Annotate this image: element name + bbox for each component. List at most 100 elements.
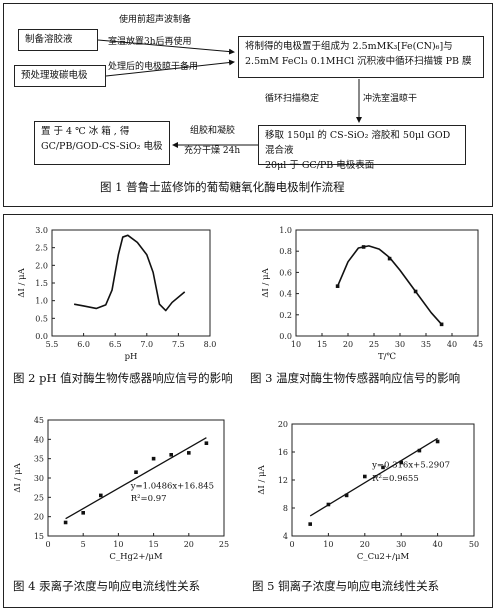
x-tick-label: 20 [184, 540, 194, 549]
data-point [187, 451, 191, 455]
store-line2: GC/PB/GOD-CS-SiO₂ 电极 [41, 141, 163, 152]
data-point [151, 456, 156, 461]
x-tick-label: 30 [395, 340, 405, 349]
y-tick-label: 0.0 [35, 332, 48, 341]
y-tick-label: 25 [34, 493, 44, 502]
store-line1: 置 于 4 ℃ 冰 箱 , 得 [41, 126, 130, 137]
fig2-caption: 图 2 pH 值对酶生物传感器响应信号的影响 [13, 371, 233, 385]
y-tick-label: 0.2 [279, 311, 292, 320]
y-tick-label: 1.0 [35, 297, 48, 306]
pb-deposition-line1: 将制得的电极置于组成为 2.5mMK₃[Fe(CN)₆]与 [245, 41, 453, 52]
prepare-sol-box: 制备溶胶液 [18, 29, 98, 51]
y-tick-label: 8 [283, 504, 288, 513]
x-tick-label: 5.5 [46, 340, 59, 349]
dry-label-line2: 充分干燥 24h [184, 146, 241, 156]
x-tick-label: 15 [317, 340, 327, 349]
x-tick-label: 10 [291, 340, 301, 349]
x-tick-label: 7.5 [172, 340, 185, 349]
y-tick-label: 0.8 [279, 247, 292, 256]
fig5-caption: 图 5 铜离子浓度与响应电流线性关系 [252, 579, 440, 593]
x-tick-label: 15 [149, 540, 159, 549]
data-point [134, 470, 138, 474]
charts-frame [3, 214, 493, 608]
y-tick-label: 2.5 [35, 244, 48, 253]
x-tick-label: 6.5 [109, 340, 122, 349]
x-tick-label: 6.0 [77, 340, 90, 349]
data-point [417, 448, 422, 453]
fit-line [65, 437, 207, 520]
data-point [344, 493, 349, 498]
x-tick-label: 30 [396, 540, 406, 549]
flowchart-frame: 制备溶胶液 预处理玻碳电极 使用前超声波制备 室温放置3h后再使用 处理后的电极… [3, 3, 493, 207]
x-tick-label: 5 [81, 540, 86, 549]
fit-equation: y=0.316x+5.2907 [371, 461, 450, 471]
dry-label-line1: 组胶和凝胶 [190, 126, 236, 136]
plot-area [295, 229, 479, 337]
x-tick-label: 20 [343, 340, 353, 349]
data-point [99, 493, 103, 498]
x-tick-label: 10 [113, 540, 123, 549]
y-tick-label: 20 [34, 513, 44, 522]
x-tick-label: 25 [369, 340, 379, 349]
x-tick-label: 10 [323, 540, 333, 549]
fit-equation: y=1.0486x+16.845 [130, 481, 214, 491]
rest-label: 室温放置3h后再使用 [108, 37, 192, 47]
y-tick-label: 0.6 [279, 268, 292, 277]
electrode-ready-label: 处理后的电极晾干备用 [108, 62, 199, 72]
y-tick-label: 35 [34, 455, 44, 464]
chart-cu-linear: 0 10 20 30 40 50 4 8 12 16 20 C_Cu2+/μM ΔI / μA y=0.3… [257, 420, 479, 562]
x-tick-label: 20 [360, 540, 370, 549]
pretreat-electrode-label: 预处理玻碳电极 [21, 70, 88, 81]
y-axis-label: ΔI / μA [261, 267, 271, 297]
data-point [204, 441, 209, 445]
sol-mix-line1: 移取 150μl 的 CS-SiO₂ 溶胶和 50μl GOD 混合液 [265, 130, 451, 156]
x-axis-label: pH [125, 352, 138, 362]
y-tick-label: 1.0 [279, 226, 292, 235]
data-point [81, 511, 85, 515]
y-tick-label: 3.0 [35, 226, 48, 235]
data-point [363, 474, 367, 479]
data-point [63, 520, 68, 525]
cycle-scan-label: 循环扫描稳定 [265, 94, 320, 104]
x-tick-label: 8.0 [204, 340, 217, 349]
data-point [435, 439, 440, 444]
x-tick-label: 40 [433, 540, 443, 549]
chart-temperature-response: 10 15 20 25 30 35 40 45 0.0 0.2 0.4 0.6 0.8 1.0 T/℃ ΔI … [261, 226, 483, 362]
x-tick-label: 35 [421, 340, 431, 349]
x-tick-label: 25 [219, 540, 229, 549]
y-axis-label: ΔI / μA [257, 464, 267, 494]
fig3-caption: 图 3 温度对酶生物传感器响应信号的影响 [250, 371, 461, 385]
y-tick-label: 0.4 [279, 290, 292, 299]
data-point [387, 256, 392, 261]
x-tick-label: 45 [473, 340, 483, 349]
data-point [399, 460, 403, 465]
fig4-caption: 图 4 汞离子浓度与响应电流线性关系 [13, 579, 201, 593]
data-point [439, 322, 444, 327]
y-tick-label: 40 [34, 435, 44, 444]
y-axis-label: ΔI / μA [17, 267, 27, 297]
chart-hg-linear: 0 5 10 15 20 25 15 20 25 30 35 40 45 C_Hg2+/μM ΔI / μA… [13, 416, 229, 562]
y-tick-label: 0.0 [279, 332, 292, 341]
x-tick-label: 0 [45, 540, 50, 549]
pretreat-electrode-box: 预处理玻碳电极 [14, 65, 106, 87]
x-axis-label: C_Cu2+/μM [357, 552, 410, 562]
sol-mix-box: 移取 150μl 的 CS-SiO₂ 溶胶和 50μl GOD 混合液 20μl… [258, 125, 466, 171]
data-point [361, 245, 366, 249]
y-tick-label: 30 [34, 474, 44, 483]
x-tick-label: 7.0 [140, 340, 153, 349]
chart-ph-response: 5.5 6.0 6.5 7.0 7.5 8.0 0.0 0.5 1.0 1.5 2.0 2.5 3.0 p… [17, 226, 217, 362]
fig1-caption: 图 1 普鲁士蓝修饰的葡萄糖氧化酶电极制作流程 [100, 180, 345, 194]
y-tick-label: 15 [34, 532, 44, 541]
y-tick-label: 1.5 [35, 279, 48, 288]
data-point [335, 284, 340, 288]
y-tick-label: 2.0 [35, 261, 48, 270]
x-tick-label: 0 [289, 540, 294, 549]
x-axis-label: C_Hg2+/μM [109, 552, 163, 562]
x-tick-label: 40 [447, 340, 457, 349]
data-point [381, 465, 385, 470]
pb-deposition-line2: 2.5mM FeCl₃ 0.1MHCl 沉积液中循环扫描镀 PB 膜 [245, 56, 472, 67]
store-electrode-box: 置 于 4 ℃ 冰 箱 , 得 GC/PB/GOD-CS-SiO₂ 电极 [34, 121, 170, 165]
y-tick-label: 12 [278, 476, 288, 485]
y-tick-label: 4 [283, 532, 288, 541]
x-tick-label: 50 [469, 540, 479, 549]
